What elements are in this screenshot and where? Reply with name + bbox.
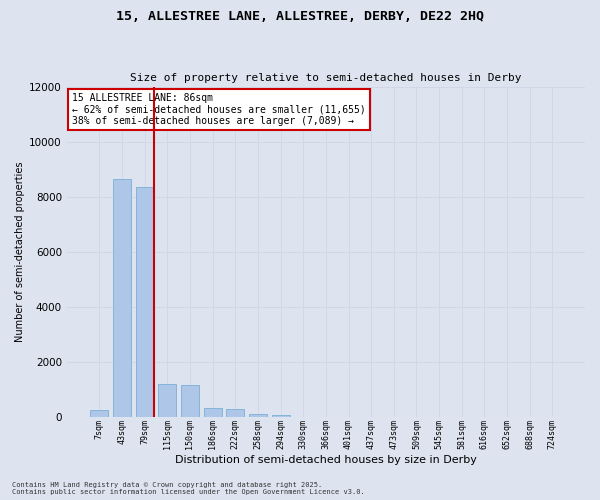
X-axis label: Distribution of semi-detached houses by size in Derby: Distribution of semi-detached houses by … <box>175 455 477 465</box>
Bar <box>113 178 131 416</box>
Bar <box>226 409 244 416</box>
Bar <box>203 408 222 416</box>
Bar <box>249 414 267 416</box>
Bar <box>91 410 109 416</box>
Bar <box>272 415 290 416</box>
Bar <box>136 187 154 416</box>
Title: Size of property relative to semi-detached houses in Derby: Size of property relative to semi-detach… <box>130 73 521 83</box>
Bar <box>181 385 199 416</box>
Bar <box>158 384 176 416</box>
Text: 15 ALLESTREE LANE: 86sqm
← 62% of semi-detached houses are smaller (11,655)
38% : 15 ALLESTREE LANE: 86sqm ← 62% of semi-d… <box>72 93 366 126</box>
Text: 15, ALLESTREE LANE, ALLESTREE, DERBY, DE22 2HQ: 15, ALLESTREE LANE, ALLESTREE, DERBY, DE… <box>116 10 484 23</box>
Y-axis label: Number of semi-detached properties: Number of semi-detached properties <box>15 162 25 342</box>
Text: Contains HM Land Registry data © Crown copyright and database right 2025.
Contai: Contains HM Land Registry data © Crown c… <box>12 482 365 495</box>
